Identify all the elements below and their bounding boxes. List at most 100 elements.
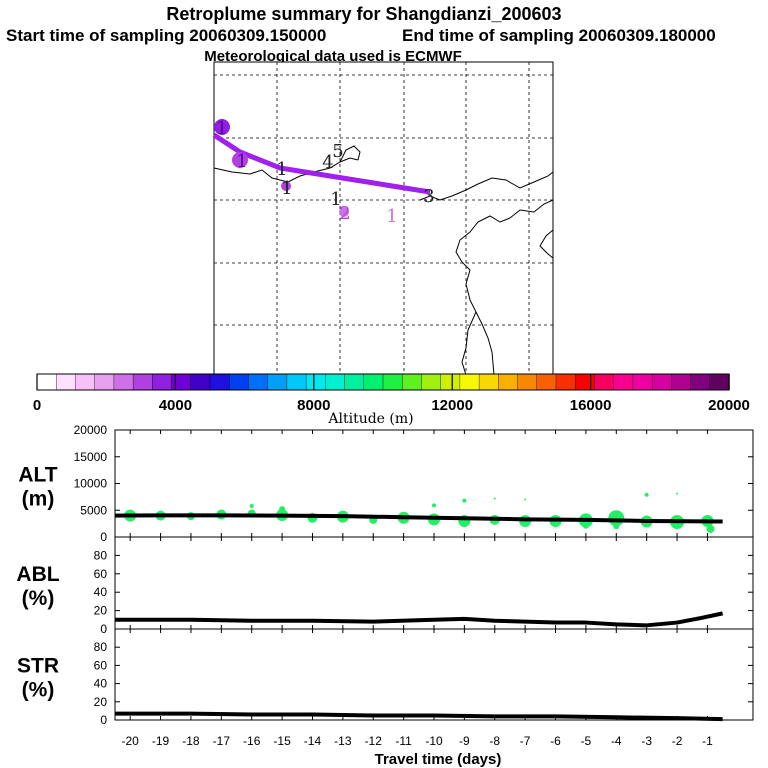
panel-units: (m) bbox=[22, 488, 55, 511]
x-tick-label: -19 bbox=[152, 734, 170, 748]
map-marker-1-label: 1 bbox=[216, 118, 227, 139]
colorbar-cell bbox=[363, 373, 384, 391]
colorbar-cell bbox=[671, 373, 692, 391]
colorbar-cell bbox=[152, 373, 173, 391]
panel-units: (%) bbox=[22, 679, 55, 702]
colorbar-cell bbox=[459, 373, 480, 391]
colorbar-cell bbox=[555, 373, 576, 391]
colorbar-title: Altitude (m) bbox=[327, 411, 413, 427]
colorbar-cell bbox=[229, 373, 250, 391]
panel-title: STR bbox=[17, 655, 59, 678]
map-marker-1 bbox=[214, 119, 230, 135]
colorbar-tick-label: 8000 bbox=[297, 397, 330, 414]
str-series-line bbox=[115, 711, 723, 722]
colorbar-cell bbox=[709, 373, 730, 391]
y-tick-label: 60 bbox=[94, 658, 108, 672]
colorbar-cell bbox=[305, 373, 327, 391]
x-tick-label: -14 bbox=[304, 734, 322, 748]
colorbar-cell bbox=[478, 373, 500, 391]
colorbar-cell bbox=[690, 373, 711, 391]
y-tick-label: 0 bbox=[100, 622, 107, 636]
colorbar-cell bbox=[267, 373, 288, 391]
x-tick-label: -15 bbox=[273, 734, 291, 748]
x-tick-label: -20 bbox=[122, 734, 140, 748]
x-tick-label: -4 bbox=[611, 734, 622, 748]
end-time-label: End time of sampling 20060309.180000 bbox=[402, 26, 716, 45]
y-tick-label: 80 bbox=[94, 548, 108, 562]
map-marker-8-label: 3 bbox=[423, 186, 434, 207]
y-tick-label: 20000 bbox=[74, 423, 108, 437]
colorbar-tick-label: 16000 bbox=[570, 397, 612, 414]
time-series-panels: 05000100001500020000ALT(m)020406080ABL(%… bbox=[16, 423, 754, 768]
trajectory-markers: 1 1 1 1 1 2 1 3 4 5 bbox=[214, 118, 435, 227]
abl-series-line bbox=[115, 611, 724, 628]
map-marker-3 bbox=[281, 181, 291, 191]
map-marker-6-label: 2 bbox=[339, 203, 350, 224]
x-tick-label: -6 bbox=[550, 734, 561, 748]
colorbar-cell bbox=[75, 373, 96, 391]
map-marker-3-label: 1 bbox=[281, 178, 292, 199]
map-marker-5-label: 1 bbox=[330, 189, 341, 210]
met-data-label: Meteorological data used is ECMWF bbox=[204, 48, 462, 65]
trajectory-line bbox=[212, 132, 431, 195]
y-tick-label: 20 bbox=[94, 604, 108, 618]
figure-title: Retroplume summary for Shangdianzi_20060… bbox=[166, 4, 561, 24]
colorbar-tick-label: 20000 bbox=[708, 397, 750, 414]
x-tick-label: -2 bbox=[672, 734, 683, 748]
panel-abl: 0 20 40 60 80 ABL(%) bbox=[16, 536, 754, 636]
colorbar-tick-labels: 0 4000 8000 12000 16000 20000 bbox=[33, 374, 750, 414]
panel-frame bbox=[114, 536, 754, 630]
alt-data-point bbox=[432, 503, 436, 508]
colorbar-cell bbox=[132, 373, 154, 391]
panel-title: ALT bbox=[18, 464, 57, 487]
colorbar-tick-label: 4000 bbox=[159, 397, 192, 414]
colorbar-cell bbox=[248, 373, 269, 391]
map-marker-2-label: 1 bbox=[236, 151, 247, 172]
alt-data-point bbox=[524, 498, 527, 501]
colorbar-cell bbox=[402, 373, 423, 391]
colorbar-cell bbox=[94, 373, 115, 391]
colorbar-tick-label: 0 bbox=[33, 397, 41, 414]
x-tick-label: -11 bbox=[395, 734, 412, 748]
y-tick-label: 5000 bbox=[80, 503, 107, 517]
map-frame bbox=[213, 61, 554, 376]
colorbar-cell bbox=[632, 373, 653, 391]
map-marker-4 bbox=[339, 207, 349, 217]
x-tick-label: -13 bbox=[334, 734, 352, 748]
alt-data-point bbox=[613, 523, 620, 530]
y-tick-label: 80 bbox=[94, 640, 108, 654]
y-tick-label: 60 bbox=[94, 567, 108, 581]
alt-data-point bbox=[462, 498, 467, 503]
colorbar-cell bbox=[382, 373, 403, 391]
map-marker-4-label: 1 bbox=[276, 159, 287, 180]
x-tick-label: -1 bbox=[702, 734, 713, 748]
map-coastlines bbox=[213, 145, 554, 376]
colorbar-cell bbox=[286, 373, 307, 391]
colorbar-cell bbox=[325, 373, 346, 391]
y-tick-label: 15000 bbox=[74, 450, 108, 464]
x-tick-label: -9 bbox=[459, 734, 470, 748]
colorbar-cell bbox=[209, 373, 230, 391]
colorbar-cell bbox=[517, 373, 538, 391]
y-tick-label: 40 bbox=[94, 585, 108, 599]
trajectory-track bbox=[212, 132, 431, 195]
colorbar-cell bbox=[536, 373, 557, 391]
y-tick-label: 0 bbox=[100, 713, 107, 727]
alt-data-point bbox=[676, 492, 679, 495]
map-marker-7-label: 1 bbox=[386, 206, 397, 227]
y-tick-label: 10000 bbox=[74, 477, 108, 491]
panel-alt: 0 5000 10000 15000 20000 ALT(m) bbox=[18, 423, 754, 544]
x-tick-label: -17 bbox=[213, 734, 231, 748]
colorbar-cell bbox=[651, 373, 673, 391]
x-tick-label: -7 bbox=[520, 734, 531, 748]
map-panel: 1 1 1 1 1 2 1 3 4 5 bbox=[212, 61, 554, 376]
alt-data-point bbox=[644, 492, 649, 497]
colorbar-cell bbox=[36, 373, 57, 391]
colorbar-cell bbox=[344, 373, 365, 391]
x-tick-label: -5 bbox=[581, 734, 592, 748]
colorbar-cells bbox=[36, 373, 730, 391]
map-marker-2 bbox=[232, 152, 248, 168]
alt-series-line bbox=[114, 513, 723, 524]
